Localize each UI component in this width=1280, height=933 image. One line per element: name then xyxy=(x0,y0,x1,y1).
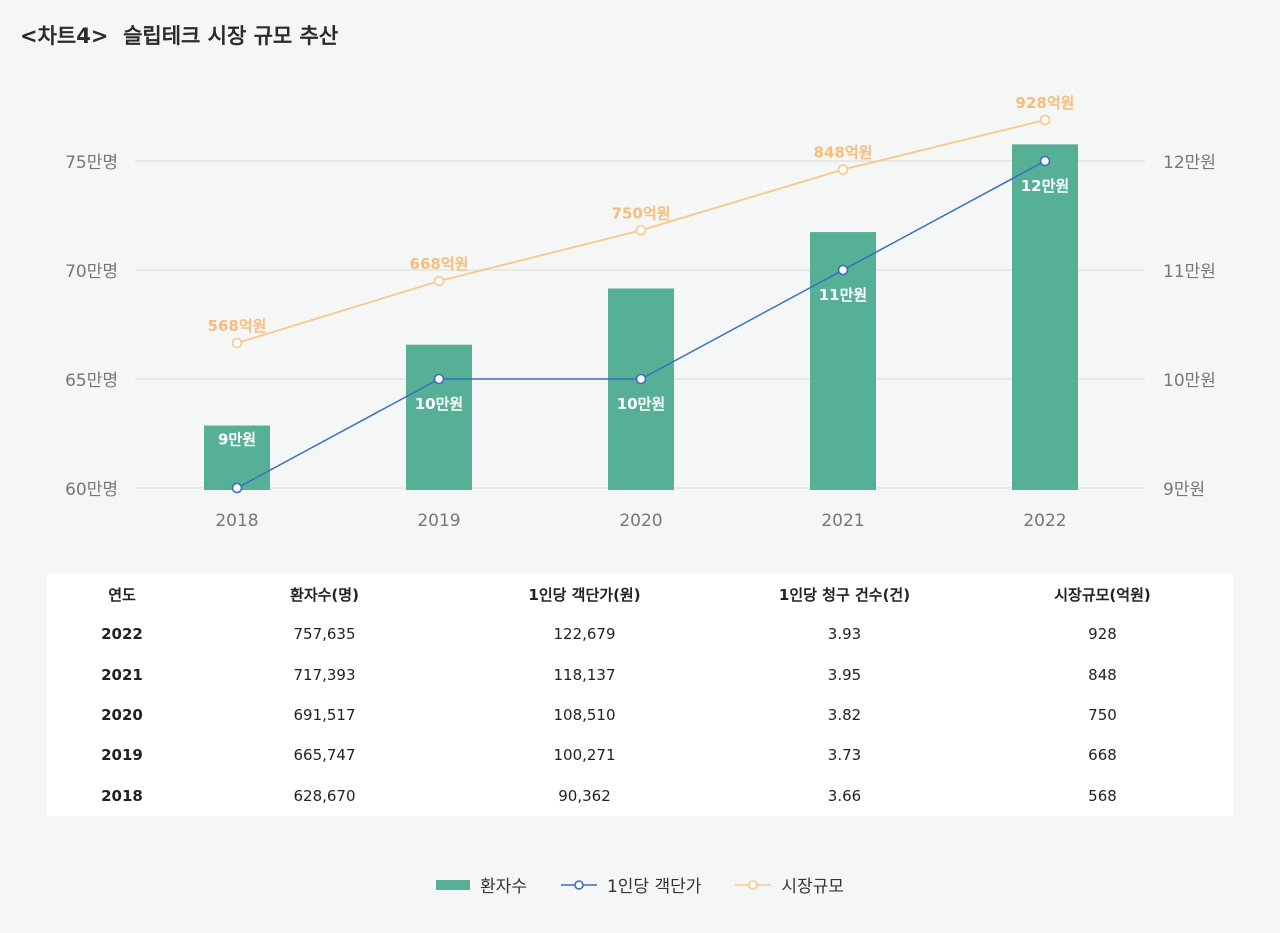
cell-price: 90,362 xyxy=(558,786,611,805)
legend-item-price: 1인당 객단가 xyxy=(560,872,702,897)
cell-claims: 3.66 xyxy=(827,786,862,805)
table-row: 2019 665,747 100,271 3.73 668 xyxy=(47,735,1233,775)
point-market-size xyxy=(1039,114,1051,126)
data-label-price-per-person: 10만원 xyxy=(415,395,463,413)
cell-patients: 691,517 xyxy=(293,705,356,724)
data-labels: 568억원 668억원 750억원 848억원 928억원 9만원 10만원 10만원 11만원… xyxy=(208,94,1075,448)
data-label-market-size: 568억원 xyxy=(208,317,267,335)
cell-claims: 3.73 xyxy=(827,746,862,765)
legend-label-patients: 환자수 xyxy=(480,877,527,897)
header-patients: 환자수(명) xyxy=(290,585,359,604)
legend-label-price: 1인당 객단가 xyxy=(606,877,702,897)
cell-patients: 628,670 xyxy=(293,786,356,805)
y-left-tick-label: 75만명 xyxy=(65,153,118,173)
data-label-price-per-person: 9만원 xyxy=(218,430,256,448)
point-market-size xyxy=(837,164,849,175)
header-year: 연도 xyxy=(108,585,136,604)
cell-price: 118,137 xyxy=(553,665,616,684)
data-table: 연도 환자수(명) 1인당 객단가(원) 1인당 청구 건수(건) 시장규모(억… xyxy=(47,574,1233,816)
table-row: 2022 757,635 122,679 3.93 928 xyxy=(47,614,1233,654)
x-tick-label: 2018 xyxy=(215,511,258,531)
chart-legend: 환자수 1인당 객단가 시장규모 xyxy=(0,872,1280,897)
series-lines xyxy=(231,114,1051,494)
legend-item-patients: 환자수 xyxy=(436,872,527,897)
data-label-price-per-person: 12만원 xyxy=(1021,177,1069,195)
cell-market: 928 xyxy=(1088,625,1117,644)
point-price-per-person xyxy=(1039,155,1051,167)
cell-claims: 3.95 xyxy=(827,665,862,684)
cell-claims: 3.82 xyxy=(827,705,862,724)
point-price-per-person xyxy=(635,373,647,385)
cell-patients: 757,635 xyxy=(293,625,356,644)
y-left-tick-label: 60만명 xyxy=(65,480,118,500)
header-price-per-person: 1인당 객단가(원) xyxy=(528,585,641,604)
cell-patients: 665,747 xyxy=(293,746,356,765)
cell-year: 2022 xyxy=(101,625,143,644)
table-row: 2021 717,393 118,137 3.95 848 xyxy=(47,654,1233,694)
point-price-per-person xyxy=(231,482,243,494)
y-right-tick-label: 9만원 xyxy=(1163,480,1205,500)
data-label-market-size: 848억원 xyxy=(814,144,873,162)
line-swatch-icon xyxy=(735,879,772,890)
chart-title: <차트4> 슬립테크 시장 규모 추산 xyxy=(20,24,339,48)
bar-patients xyxy=(406,344,472,490)
y-right-tick-label: 10만원 xyxy=(1163,371,1216,391)
cell-price: 122,679 xyxy=(553,625,616,644)
cell-price: 100,271 xyxy=(553,746,616,765)
cell-market: 848 xyxy=(1088,665,1117,684)
header-market-size: 시장규모(억원) xyxy=(1054,585,1151,604)
cell-market: 668 xyxy=(1088,746,1117,765)
data-label-market-size: 668억원 xyxy=(410,255,469,273)
bar-patients xyxy=(608,288,674,490)
bar-patients xyxy=(204,425,270,490)
data-label-price-per-person: 10만원 xyxy=(617,395,665,413)
legend-label-market: 시장규모 xyxy=(781,877,844,897)
cell-year: 2021 xyxy=(101,665,143,684)
cell-claims: 3.93 xyxy=(827,625,862,644)
data-label-market-size: 750억원 xyxy=(612,204,671,222)
point-price-per-person xyxy=(433,373,445,385)
cell-year: 2019 xyxy=(101,746,143,765)
cell-patients: 717,393 xyxy=(293,665,356,684)
bar-swatch-icon xyxy=(436,879,471,890)
axis-labels: 60만명 65만명 70만명 75만명 9만원 10만원 11만원 12만원 2018 2019 2… xyxy=(65,153,1216,531)
cell-market: 568 xyxy=(1088,786,1117,805)
combo-chart: 60만명 65만명 70만명 75만명 9만원 10만원 11만원 12만원 2018 2019 2… xyxy=(65,94,1216,531)
data-label-price-per-person: 11만원 xyxy=(819,286,867,304)
y-right-tick-label: 12만원 xyxy=(1163,153,1216,173)
point-market-size xyxy=(635,224,647,236)
point-market-size xyxy=(231,337,243,349)
legend-item-market: 시장규모 xyxy=(735,872,844,897)
header-claims-per-person: 1인당 청구 건수(건) xyxy=(778,585,911,604)
table-row: 2020 691,517 108,510 3.82 750 xyxy=(47,695,1233,735)
x-tick-label: 2022 xyxy=(1023,511,1066,531)
y-left-tick-label: 65만명 xyxy=(65,371,118,391)
cell-price: 108,510 xyxy=(553,705,616,724)
y-right-tick-label: 11만원 xyxy=(1163,262,1216,282)
x-tick-label: 2020 xyxy=(619,511,662,531)
bar-patients xyxy=(1012,144,1078,490)
table-header-row: 연도 환자수(명) 1인당 객단가(원) 1인당 청구 건수(건) 시장규모(억… xyxy=(47,574,1233,614)
data-label-market-size: 928억원 xyxy=(1016,94,1075,112)
point-market-size xyxy=(433,275,445,287)
cell-market: 750 xyxy=(1088,705,1117,724)
line-swatch-icon xyxy=(560,879,597,890)
patient-bars xyxy=(204,144,1078,491)
point-price-per-person xyxy=(837,264,849,276)
y-left-tick-label: 70만명 xyxy=(65,262,118,282)
table-row: 2018 628,670 90,362 3.66 568 xyxy=(47,776,1233,816)
x-tick-label: 2019 xyxy=(417,511,460,531)
cell-year: 2020 xyxy=(101,705,143,724)
x-tick-label: 2021 xyxy=(821,511,864,531)
cell-year: 2018 xyxy=(101,786,143,805)
